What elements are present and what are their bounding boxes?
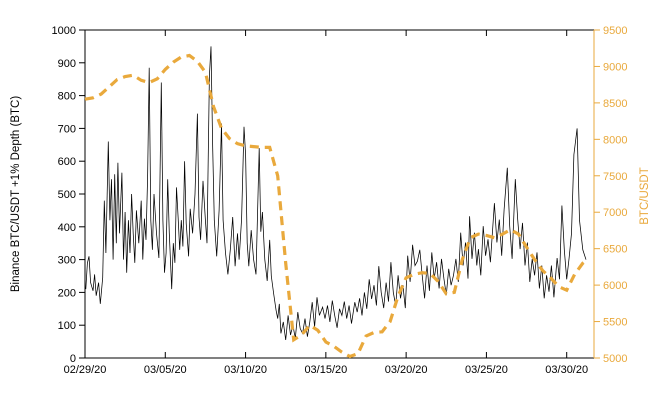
price-axis-tick-label: 7500 <box>603 171 627 183</box>
depth-axis-tick-label: 100 <box>58 320 76 332</box>
price-axis-tick-label: 9000 <box>603 61 627 73</box>
date-tick-label: 03/20/20 <box>385 364 428 376</box>
price-axis-tick-label: 6500 <box>603 244 627 256</box>
price-axis-tick-label: 8000 <box>603 134 627 146</box>
price-axis-tick-label: 9500 <box>603 25 627 37</box>
date-tick-label: 03/30/20 <box>545 364 588 376</box>
depth-axis-tick-label: 600 <box>58 156 76 168</box>
depth-axis-tick-label: 1000 <box>52 25 76 37</box>
depth-axis-tick-label: 300 <box>58 255 76 267</box>
date-tick-label: 03/15/20 <box>304 364 347 376</box>
depth-axis-tick-label: 800 <box>58 91 76 103</box>
price-axis-tick-label: 5000 <box>603 353 627 365</box>
depth-axis-tick-label: 0 <box>70 353 76 365</box>
y-axis-title-left: Binance BTC/USDT +1% Depth (BTC) <box>10 96 22 292</box>
price-axis-tick-label: 8500 <box>603 98 627 110</box>
depth-axis-tick-label: 900 <box>58 58 76 70</box>
price-axis-tick-label: 5500 <box>603 317 627 329</box>
date-tick-label: 03/05/20 <box>144 364 187 376</box>
depth-axis-tick-label: 500 <box>58 189 76 201</box>
date-tick-label: 02/29/20 <box>64 364 107 376</box>
price-axis-tick-label: 6000 <box>603 280 627 292</box>
date-tick-label: 03/25/20 <box>465 364 508 376</box>
y-axis-title-right: BTC/USDT <box>639 167 651 225</box>
price-axis-tick-label: 7000 <box>603 207 627 219</box>
depth-axis-tick-label: 700 <box>58 123 76 135</box>
price-series-line <box>84 53 589 359</box>
depth-axis-tick-label: 400 <box>58 222 76 234</box>
depth-series-line <box>85 46 587 341</box>
depth-axis-tick-label: 200 <box>58 287 76 299</box>
date-tick-label: 03/10/20 <box>224 364 267 376</box>
